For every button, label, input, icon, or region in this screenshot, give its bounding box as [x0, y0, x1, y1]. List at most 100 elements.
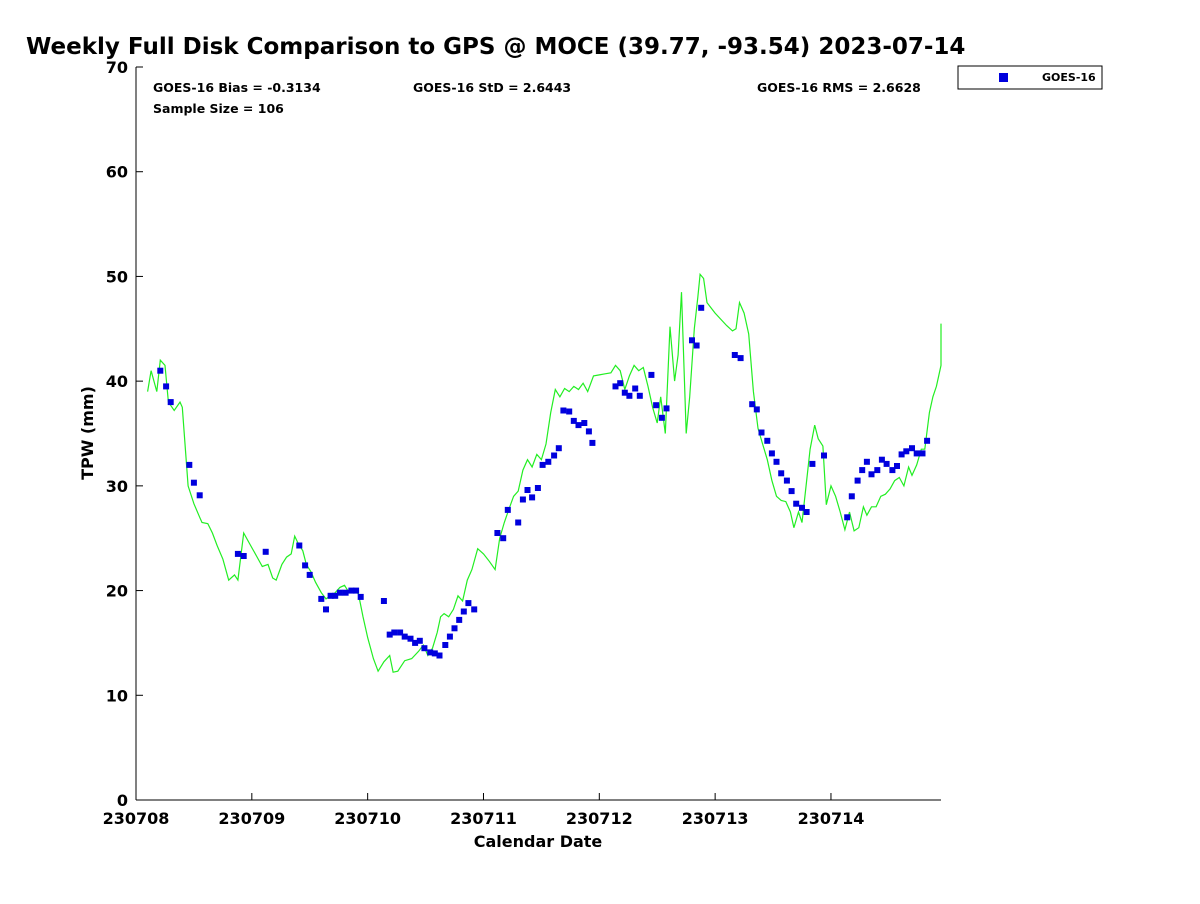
goes-point [773, 458, 780, 465]
goes-point [903, 448, 910, 455]
x-tick-label: 230708 [103, 809, 170, 828]
goes-point [589, 439, 596, 446]
x-tick-label: 230712 [566, 809, 633, 828]
goes-point [327, 592, 334, 599]
goes-point [909, 445, 915, 452]
goes-point [793, 500, 800, 507]
goes-point [186, 461, 193, 468]
goes-point [190, 479, 197, 486]
goes-point [412, 639, 419, 646]
goes-point [731, 352, 738, 358]
goes-point [648, 371, 655, 378]
y-tick-label: 70 [106, 58, 128, 77]
goes-point [353, 587, 360, 594]
goes-point [799, 504, 805, 511]
plot-area: 0 10 20 30 40 50 60 70 230708 230709 230710 230711… [103, 58, 942, 828]
goes-point [898, 451, 905, 458]
goes-point [764, 437, 771, 444]
gps-series [147, 272, 942, 673]
goes-point [332, 592, 339, 599]
y-tick-label: 40 [106, 372, 128, 391]
goes-point [524, 487, 531, 493]
goes-point [442, 642, 449, 648]
goes-point [859, 467, 866, 474]
goes-point [883, 460, 890, 467]
goes-point [698, 304, 705, 311]
goes-point [749, 401, 756, 408]
goes-point [612, 383, 619, 390]
goes-point [471, 606, 478, 613]
goes-point [357, 593, 364, 600]
rms-stat: GOES-16 RMS = 2.6628 [757, 80, 921, 95]
goes-point [306, 571, 313, 578]
y-tick-label: 30 [106, 477, 128, 496]
y-tick-label: 20 [106, 582, 128, 601]
goes-point [689, 337, 695, 344]
goes-point [500, 535, 507, 542]
goes-point [416, 637, 423, 644]
x-tick-label: 230713 [682, 809, 749, 828]
goes-point [234, 550, 241, 557]
x-tick-label: 230710 [334, 809, 401, 828]
goes-point [555, 445, 562, 452]
bias-stat: GOES-16 Bias = -0.3134 [153, 80, 321, 95]
goes-point [809, 460, 816, 467]
goes-point [854, 477, 861, 484]
x-ticks: 230708 230709 230710 230711 230712 230713 2307… [103, 793, 864, 828]
goes-point [262, 548, 269, 555]
goes-point [848, 493, 855, 500]
goes-point [157, 367, 164, 374]
goes-point [240, 553, 247, 559]
goes-point [427, 649, 434, 656]
goes-point [446, 633, 453, 640]
goes-point [318, 595, 325, 602]
goes-point [323, 606, 329, 613]
goes-point [894, 463, 900, 469]
y-ticks: 0 10 20 30 40 50 60 70 [106, 58, 143, 810]
goes-point [560, 407, 567, 414]
goes-point [534, 485, 541, 491]
goes-point [803, 509, 810, 515]
goes-point [551, 452, 558, 459]
goes-point [348, 587, 355, 594]
chart-title: Weekly Full Disk Comparison to GPS @ MOC… [26, 34, 965, 60]
gps-line [147, 272, 942, 673]
goes-point [436, 652, 443, 659]
goes-point [196, 492, 203, 499]
goes-point [768, 450, 775, 457]
goes-point [778, 470, 785, 477]
x-tick-label: 230711 [450, 809, 517, 828]
goes-point [380, 598, 387, 604]
goes-point [519, 496, 526, 503]
goes-point [737, 355, 744, 362]
goes-point [296, 542, 303, 549]
goes-point [788, 488, 795, 495]
goes-point [575, 422, 582, 429]
y-tick-label: 0 [117, 791, 128, 810]
goes-point [397, 629, 404, 636]
goes-point [167, 399, 174, 406]
goes-point [653, 402, 660, 409]
axes [135, 67, 941, 801]
goes-point [919, 450, 926, 457]
goes-point [868, 471, 875, 478]
x-axis-label: Calendar Date [474, 832, 603, 851]
goes-point [693, 342, 700, 349]
x-tick-label: 230709 [218, 809, 285, 828]
goes-point [494, 530, 501, 536]
goes-point [391, 629, 398, 636]
goes-point [407, 635, 414, 642]
legend-goes-label: GOES-16 [1042, 71, 1096, 84]
goes-point [783, 477, 790, 484]
legend: GOES-16 [957, 65, 1103, 90]
goes-series [157, 304, 931, 659]
legend-box [957, 65, 1103, 90]
y-tick-label: 10 [106, 686, 128, 705]
goes-point [636, 392, 643, 399]
goes-point [663, 405, 670, 412]
goes-point [456, 616, 463, 623]
goes-point [465, 600, 472, 607]
goes-point [539, 461, 546, 468]
